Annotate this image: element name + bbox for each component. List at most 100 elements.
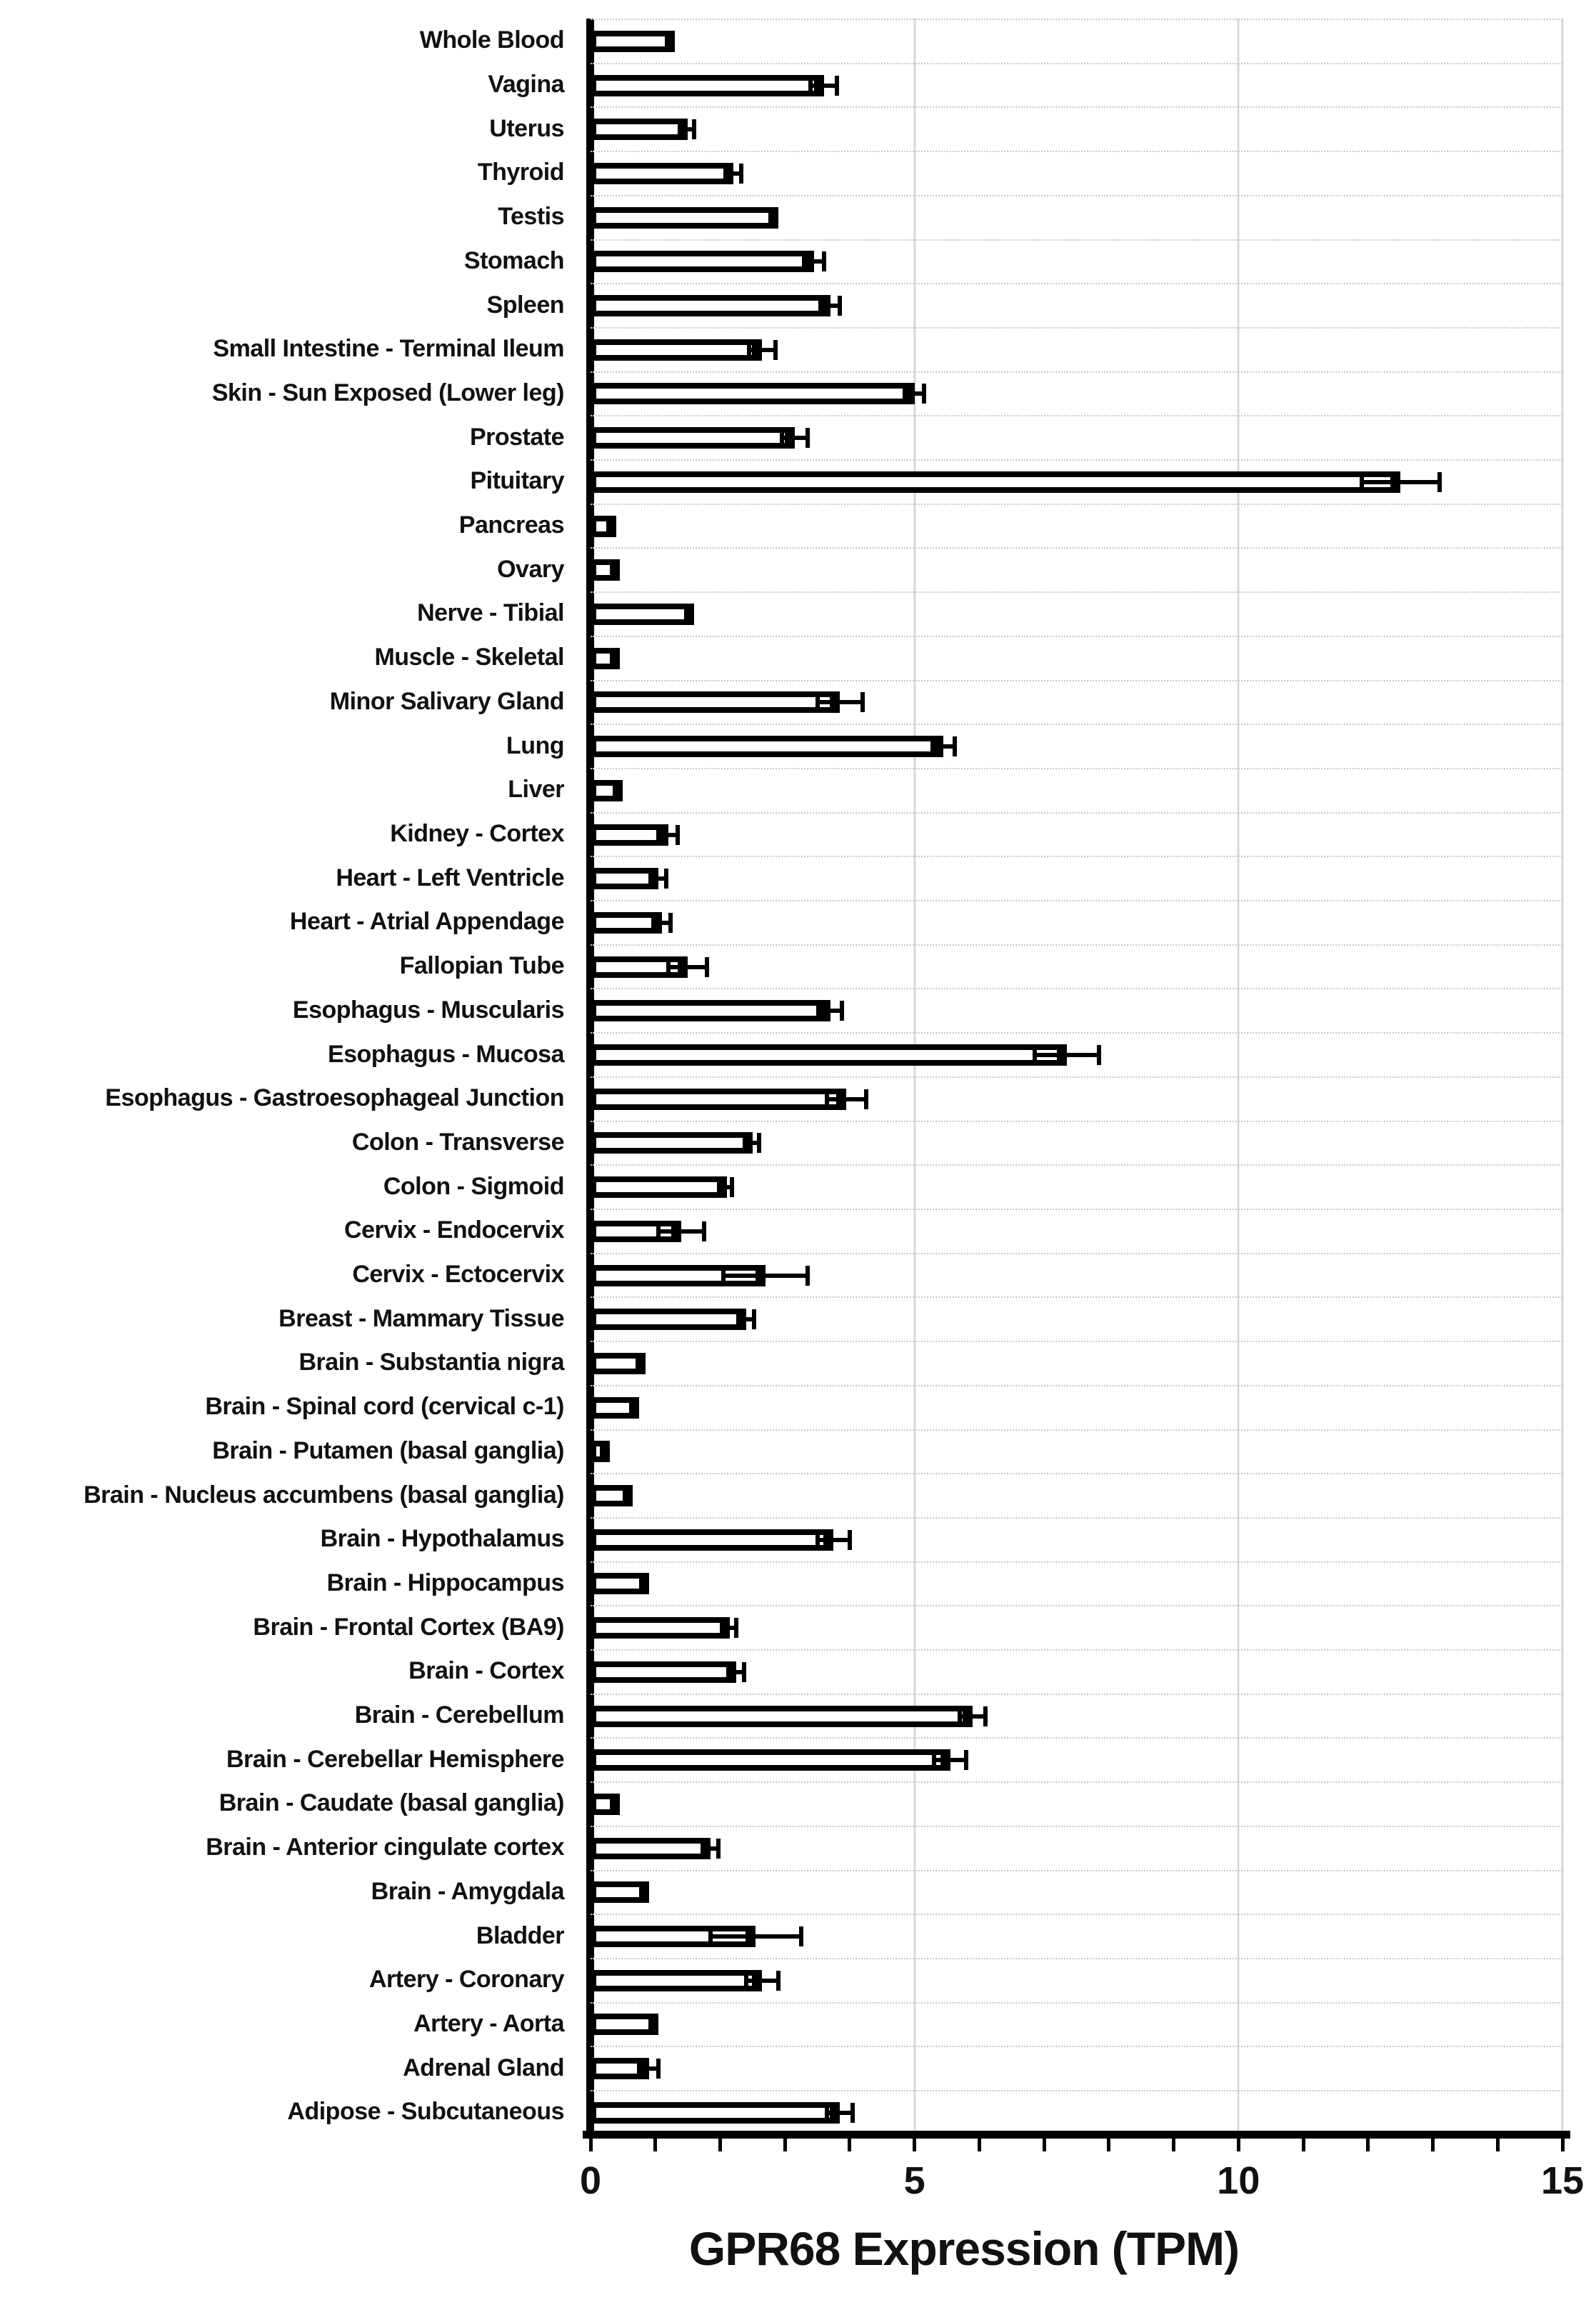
x-tick-label: 10 bbox=[1217, 2159, 1260, 2202]
bar bbox=[591, 1132, 753, 1154]
category-label: Fallopian Tube bbox=[399, 952, 565, 980]
category-label: Ovary bbox=[497, 555, 564, 583]
error-bar-cap-low bbox=[648, 869, 653, 889]
error-bar-line bbox=[738, 1317, 754, 1322]
bar bbox=[591, 1881, 649, 1904]
x-axis-tick bbox=[1042, 2139, 1046, 2151]
plot-rows bbox=[591, 19, 1562, 2134]
bar-row bbox=[591, 371, 1562, 416]
category-label: Uterus bbox=[489, 114, 564, 142]
error-bar-cap-high bbox=[838, 296, 843, 316]
x-axis-title: GPR68 Expression (TPM) bbox=[688, 2222, 1240, 2275]
error-bar-cap-low bbox=[1359, 471, 1364, 492]
bar bbox=[591, 1705, 973, 1727]
category-label: Heart - Atrial Appendage bbox=[289, 908, 565, 936]
error-bar-line bbox=[827, 2110, 853, 2115]
x-axis-tick bbox=[1495, 2139, 1500, 2151]
error-bar-cap-high bbox=[798, 1926, 803, 1947]
error-bar-cap-low bbox=[808, 75, 813, 96]
error-bar-cap-high bbox=[850, 2102, 855, 2123]
bar-row bbox=[591, 1781, 1562, 1826]
error-bar-line bbox=[725, 171, 741, 176]
error-bar-cap-low bbox=[802, 251, 807, 272]
x-axis-tick bbox=[653, 2139, 658, 2151]
category-label: Skin - Sun Exposed (Lower leg) bbox=[211, 379, 565, 406]
bar-row bbox=[591, 1737, 1562, 1781]
bar bbox=[591, 162, 733, 184]
bar bbox=[591, 251, 815, 273]
error-bar-cap-high bbox=[705, 956, 710, 977]
bar-row bbox=[591, 811, 1562, 856]
category-label: Minor Salivary Gland bbox=[329, 687, 565, 715]
category-label: Spleen bbox=[486, 291, 565, 319]
bar-row bbox=[591, 1341, 1562, 1385]
bar-row bbox=[591, 106, 1562, 151]
error-bar-cap-high bbox=[1097, 1045, 1102, 1066]
bar bbox=[591, 1793, 620, 1815]
error-bar-line bbox=[820, 304, 840, 309]
error-bar-cap-high bbox=[776, 1970, 781, 1991]
bar bbox=[591, 1000, 830, 1022]
error-bar-line bbox=[746, 1978, 779, 1983]
category-label: Brain - Amygdala bbox=[371, 1877, 565, 1905]
error-bar-line bbox=[658, 832, 678, 837]
bar bbox=[591, 1396, 640, 1419]
bar-row bbox=[591, 1384, 1562, 1429]
error-bar-line bbox=[651, 876, 667, 881]
bar bbox=[591, 1088, 847, 1110]
bar-row bbox=[591, 1649, 1562, 1694]
bar-row bbox=[591, 62, 1562, 107]
x-tick-label: 0 bbox=[579, 2159, 602, 2202]
error-bar-cap-high bbox=[756, 1133, 761, 1154]
error-bar-cap-low bbox=[818, 296, 823, 316]
error-bar-line bbox=[653, 920, 671, 925]
bar bbox=[591, 206, 779, 229]
category-label: Small Intestine - Terminal Ileum bbox=[213, 335, 564, 363]
bar bbox=[591, 911, 662, 934]
error-bar-line bbox=[1034, 1053, 1100, 1058]
bar bbox=[591, 1220, 682, 1242]
error-bar-cap-high bbox=[729, 1177, 734, 1198]
bar bbox=[591, 1044, 1067, 1066]
bar-row bbox=[591, 944, 1562, 989]
category-label: Stomach bbox=[463, 246, 565, 274]
error-bar-cap-low bbox=[700, 1838, 705, 1859]
error-bar-line bbox=[781, 436, 808, 441]
bar-row bbox=[591, 1296, 1562, 1341]
y-axis-line bbox=[586, 19, 594, 2139]
bar-row bbox=[591, 767, 1562, 812]
bar-row bbox=[591, 1825, 1562, 1870]
error-bar-cap-high bbox=[738, 163, 743, 184]
category-label: Colon - Sigmoid bbox=[383, 1172, 565, 1200]
bar bbox=[591, 30, 675, 52]
category-label: Whole Blood bbox=[419, 26, 565, 54]
error-bar-cap-low bbox=[666, 956, 671, 977]
category-label: Testis bbox=[498, 203, 564, 231]
bar-row bbox=[591, 1076, 1562, 1121]
error-bar-cap-high bbox=[751, 1309, 756, 1330]
error-bar-cap-low bbox=[679, 119, 684, 140]
bar bbox=[591, 1969, 763, 1991]
error-bar-cap-low bbox=[736, 1309, 741, 1330]
error-bar-cap-high bbox=[821, 251, 826, 272]
category-label: Breast - Mammary Tissue bbox=[278, 1304, 564, 1332]
bar bbox=[591, 1661, 737, 1683]
category-label: Heart - Left Ventricle bbox=[336, 864, 564, 891]
error-bar-cap-low bbox=[637, 2059, 642, 2079]
category-label: Esophagus - Gastroesophageal Junction bbox=[105, 1084, 564, 1112]
bar-row bbox=[591, 239, 1562, 284]
error-bar-cap-high bbox=[676, 824, 681, 845]
bar bbox=[591, 74, 824, 96]
x-axis-tick bbox=[1107, 2139, 1111, 2151]
category-labels: Whole Blood Vagina Uterus Thyroid Testis Stom… bbox=[0, 19, 576, 2134]
error-bar-cap-high bbox=[840, 1001, 845, 1021]
bar-row bbox=[591, 547, 1562, 591]
error-bar-cap-low bbox=[743, 1133, 748, 1154]
x-tick-label: 15 bbox=[1540, 2159, 1585, 2202]
error-bar-cap-high bbox=[773, 339, 778, 360]
bar bbox=[591, 559, 620, 581]
x-axis-tick bbox=[588, 2139, 593, 2151]
bar-row bbox=[591, 1164, 1562, 1209]
category-label: Brain - Anterior cingulate cortex bbox=[206, 1834, 564, 1861]
error-bar-line bbox=[804, 259, 824, 264]
